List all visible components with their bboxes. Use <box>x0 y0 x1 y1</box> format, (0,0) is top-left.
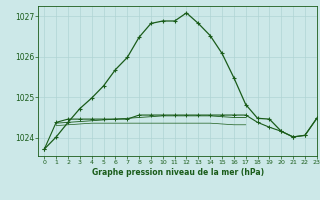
X-axis label: Graphe pression niveau de la mer (hPa): Graphe pression niveau de la mer (hPa) <box>92 168 264 177</box>
